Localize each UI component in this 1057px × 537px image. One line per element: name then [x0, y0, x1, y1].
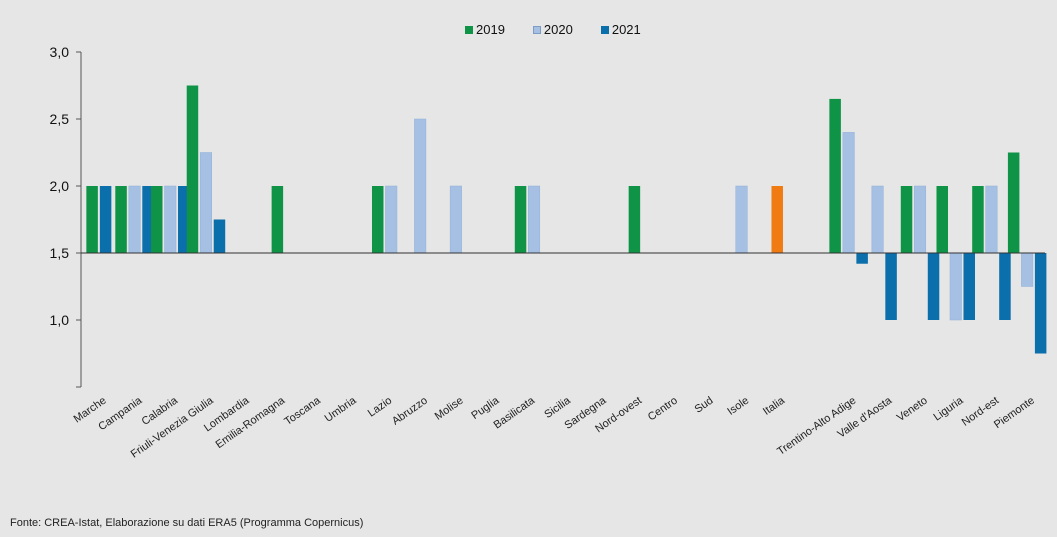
bar-2020: [1021, 252, 1034, 287]
bar-2021: [963, 253, 975, 320]
legend-item-2019: 2019: [465, 22, 505, 37]
bar-2019: [86, 186, 98, 253]
bar-2020: [449, 185, 462, 254]
bar-2020: [842, 132, 855, 254]
x-tick-label: Piemonte: [992, 395, 1037, 431]
chart-legend: 2019 2020 2021: [465, 22, 641, 37]
bar-2020: [985, 185, 998, 254]
bar-2021: [178, 186, 190, 253]
bar-2020: [871, 185, 884, 254]
bar-2020: [914, 185, 927, 254]
bar-2020: [735, 185, 748, 254]
bar-2019: [972, 186, 984, 253]
bar-2021: [142, 186, 154, 253]
y-tick-label: 2,5: [50, 111, 70, 127]
source-note: Fonte: CREA-Istat, Elaborazione su dati …: [10, 517, 364, 529]
x-tick-label: Umbria: [323, 394, 360, 425]
legend-label-2021: 2021: [611, 22, 641, 37]
bar-2019: [900, 186, 913, 253]
x-tick-label: Toscana: [282, 394, 323, 428]
x-tick-label: Sud: [693, 395, 716, 416]
bar-2020: [199, 152, 212, 254]
y-tick-label: 1,0: [50, 312, 70, 328]
legend-swatch-2021: [600, 25, 609, 34]
x-tick-label: Lazio: [366, 395, 394, 420]
bar-2020: [528, 185, 541, 254]
y-tick-label: 3,0: [50, 44, 70, 60]
bar-2021: [99, 186, 112, 253]
bar-2020: [414, 118, 427, 254]
bar-2019: [151, 186, 163, 253]
bar-2020: [385, 185, 398, 254]
x-tick-label: Isole: [725, 395, 751, 418]
bar-2021: [856, 253, 868, 264]
x-tick-label: Molise: [433, 395, 466, 423]
legend-item-2021: 2021: [600, 22, 641, 37]
bar-2021: [213, 219, 226, 253]
bar-2020: [128, 185, 141, 254]
legend-label-2019: 2019: [476, 22, 505, 37]
bar-2021: [885, 253, 897, 320]
legend-label-2020: 2020: [543, 22, 573, 37]
legend-swatch-2020: [532, 25, 541, 34]
bar-2019: [1007, 152, 1020, 253]
y-tick-label: 1,5: [50, 245, 70, 261]
bar-2019: [271, 186, 284, 253]
bar-2019: [936, 186, 948, 253]
bar-2021: [927, 253, 940, 320]
x-tick-label: Abruzzo: [390, 395, 430, 428]
bar-2019: [371, 186, 384, 253]
bar-2021: [1034, 253, 1047, 354]
legend-swatch-2019: [465, 25, 473, 34]
x-tick-label: Italia: [761, 394, 788, 418]
bar-italia: [771, 186, 783, 253]
bar-2019: [628, 186, 641, 253]
x-tick-label: Veneto: [895, 395, 930, 424]
bar-2019: [829, 98, 841, 254]
bar-2021: [999, 253, 1011, 320]
x-tick-label: Centro: [646, 395, 680, 424]
bar-2019: [186, 85, 199, 253]
bar-2020: [164, 185, 177, 254]
x-tick-label: Basilicata: [492, 394, 538, 431]
y-tick-label: 2,0: [50, 178, 70, 194]
legend-item-2020: 2020: [532, 22, 573, 37]
bar-2019: [514, 186, 527, 253]
bar-2019: [115, 186, 127, 253]
bar-2020: [949, 252, 962, 321]
